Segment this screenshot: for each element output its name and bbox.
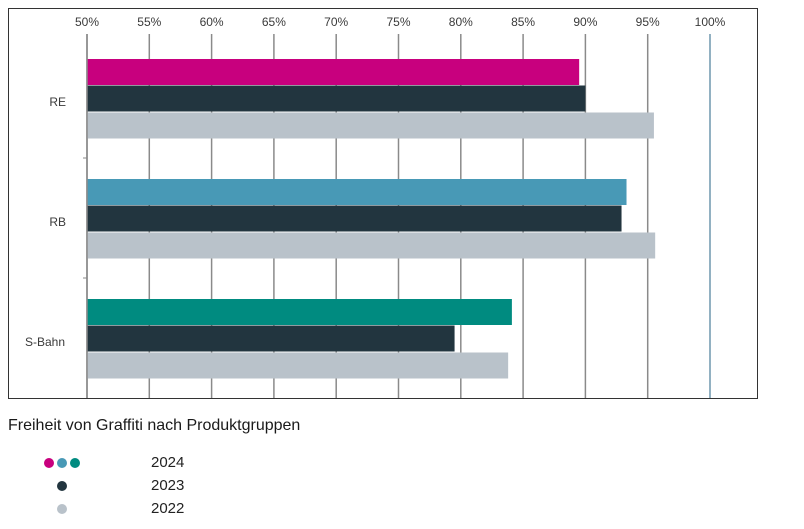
x-tick-label: 60%: [200, 15, 224, 29]
chart-title: Freiheit von Graffiti nach Produktgruppe…: [8, 417, 301, 434]
bar-re-2022: [87, 112, 654, 139]
x-tick-label: 85%: [511, 15, 535, 29]
legend-item-2024: 2024: [0, 453, 260, 473]
category-label: RE: [49, 95, 66, 109]
legend-label: 2022: [151, 500, 185, 517]
x-tick-label: 50%: [75, 15, 99, 29]
legend-dot: [44, 458, 54, 468]
category-label: RB: [49, 215, 66, 229]
legend-label: 2023: [151, 477, 185, 494]
x-tick-label: 90%: [573, 15, 597, 29]
bar-chart: 50% 55% 60% 65% 70% 75% 80% 85% 90% 95% 100% RE RB S-…: [25, 15, 726, 398]
legend-dot: [57, 481, 67, 491]
bar-rb-2023: [87, 205, 622, 232]
legend-swatch: [44, 504, 70, 514]
legend-dot: [70, 458, 80, 468]
legend-swatch: [44, 458, 83, 468]
x-tick-label: 70%: [324, 15, 348, 29]
legend-label: 2024: [151, 454, 185, 471]
bar-rb-2022: [87, 232, 656, 259]
x-tick-label: 55%: [137, 15, 161, 29]
x-tick-label: 95%: [636, 15, 660, 29]
bar-rb-2024: [87, 179, 627, 205]
legend-dot: [57, 504, 67, 514]
x-tick-label: 75%: [386, 15, 410, 29]
legend-item-2023: 2023: [0, 476, 260, 496]
legend-item-2022: 2022: [0, 499, 260, 519]
bar-s-bahn-2024: [87, 299, 512, 325]
category-label: S-Bahn: [25, 335, 65, 349]
x-tick-label: 80%: [449, 15, 473, 29]
x-tick-label: 100%: [695, 15, 726, 29]
bar-re-2024: [87, 59, 580, 85]
chart-frame: 50% 55% 60% 65% 70% 75% 80% 85% 90% 95% 100% RE RB S-…: [8, 8, 758, 399]
legend-swatch: [44, 481, 70, 491]
legend-dot: [57, 458, 67, 468]
bar-re-2023: [87, 85, 586, 112]
x-tick-label: 65%: [262, 15, 286, 29]
bar-s-bahn-2022: [87, 352, 509, 379]
bar-s-bahn-2023: [87, 325, 455, 352]
